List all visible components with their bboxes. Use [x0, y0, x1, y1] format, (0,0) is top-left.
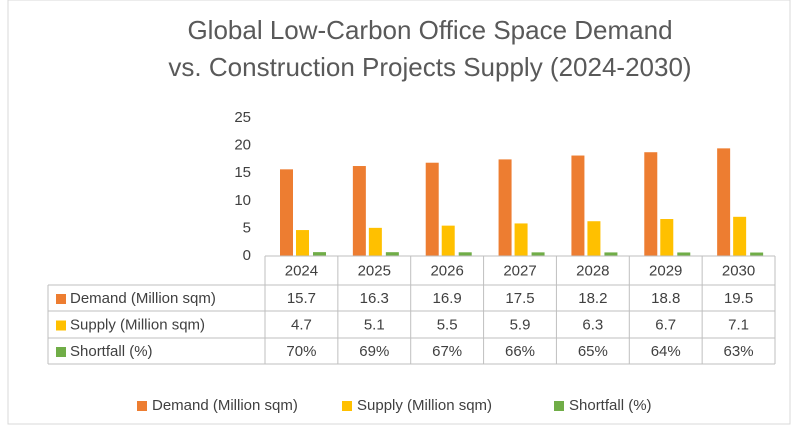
y-tick-label: 25	[234, 109, 251, 126]
legend-label: Demand (Million sqm)	[152, 397, 298, 414]
bar	[280, 169, 293, 256]
chart-border	[7, 0, 791, 425]
legend-key	[137, 401, 147, 411]
table-row-label: Shortfall (%)	[70, 343, 153, 360]
table-legend-key	[56, 320, 66, 331]
bar	[458, 252, 472, 256]
x-tick-label: 2027	[503, 262, 536, 279]
table-cell: 63%	[724, 343, 754, 360]
chart-title: Global Low-Carbon Office Space Demand	[187, 15, 672, 45]
bar	[587, 221, 601, 256]
bar	[604, 252, 618, 256]
bar	[385, 252, 399, 256]
table-row-label: Demand (Million sqm)	[70, 290, 216, 307]
table-row-label: Supply (Million sqm)	[70, 316, 205, 333]
bar	[733, 216, 747, 256]
bar	[531, 252, 545, 256]
table-cell: 19.5	[724, 290, 753, 307]
table-cell: 66%	[505, 343, 535, 360]
table-legend-key	[56, 294, 66, 304]
table-cell: 17.5	[505, 290, 534, 307]
table-cell: 18.2	[578, 290, 607, 307]
bar	[296, 230, 309, 256]
bar	[313, 252, 326, 256]
y-tick-label: 15	[234, 164, 251, 181]
y-tick-label: 5	[243, 219, 251, 236]
x-tick-label: 2029	[649, 262, 682, 279]
legend-key	[554, 401, 564, 411]
bar	[677, 252, 691, 256]
table-cell: 70%	[286, 343, 316, 360]
bar	[352, 166, 366, 256]
bar	[498, 159, 512, 256]
bar	[441, 225, 455, 256]
table-cell: 69%	[359, 343, 389, 360]
bar	[514, 223, 528, 256]
table-cell: 64%	[651, 343, 681, 360]
x-tick-label: 2024	[285, 262, 318, 279]
table-cell: 6.3	[582, 316, 603, 333]
table-cell: 7.1	[728, 316, 749, 333]
bar	[717, 148, 731, 256]
table-cell: 65%	[578, 343, 608, 360]
table-cell: 5.9	[510, 316, 531, 333]
x-tick-label: 2025	[358, 262, 391, 279]
y-tick-label: 20	[234, 137, 251, 154]
table-cell: 18.8	[651, 290, 680, 307]
table-cell: 5.1	[364, 316, 385, 333]
table-cell: 16.3	[360, 290, 389, 307]
bar	[750, 252, 764, 256]
bar	[368, 227, 382, 256]
table-cell: 16.9	[433, 290, 462, 307]
x-tick-label: 2028	[576, 262, 609, 279]
table-cell: 4.7	[291, 316, 312, 333]
y-tick-label: 0	[243, 247, 251, 264]
table-cell: 6.7	[655, 316, 676, 333]
legend-label: Supply (Million sqm)	[357, 397, 492, 414]
table-cell: 67%	[432, 343, 462, 360]
bar	[425, 162, 439, 256]
x-tick-label: 2030	[722, 262, 755, 279]
x-tick-label: 2026	[430, 262, 463, 279]
table-cell: 15.7	[287, 290, 316, 307]
chart-title: vs. Construction Projects Supply (2024-2…	[168, 52, 691, 82]
legend-key	[342, 401, 352, 411]
legend-label: Shortfall (%)	[569, 397, 652, 414]
table-legend-key	[56, 347, 66, 357]
bar	[644, 152, 658, 256]
bar	[571, 155, 585, 256]
table-cell: 5.5	[437, 316, 458, 333]
bar	[660, 219, 674, 256]
y-tick-label: 10	[234, 192, 251, 209]
